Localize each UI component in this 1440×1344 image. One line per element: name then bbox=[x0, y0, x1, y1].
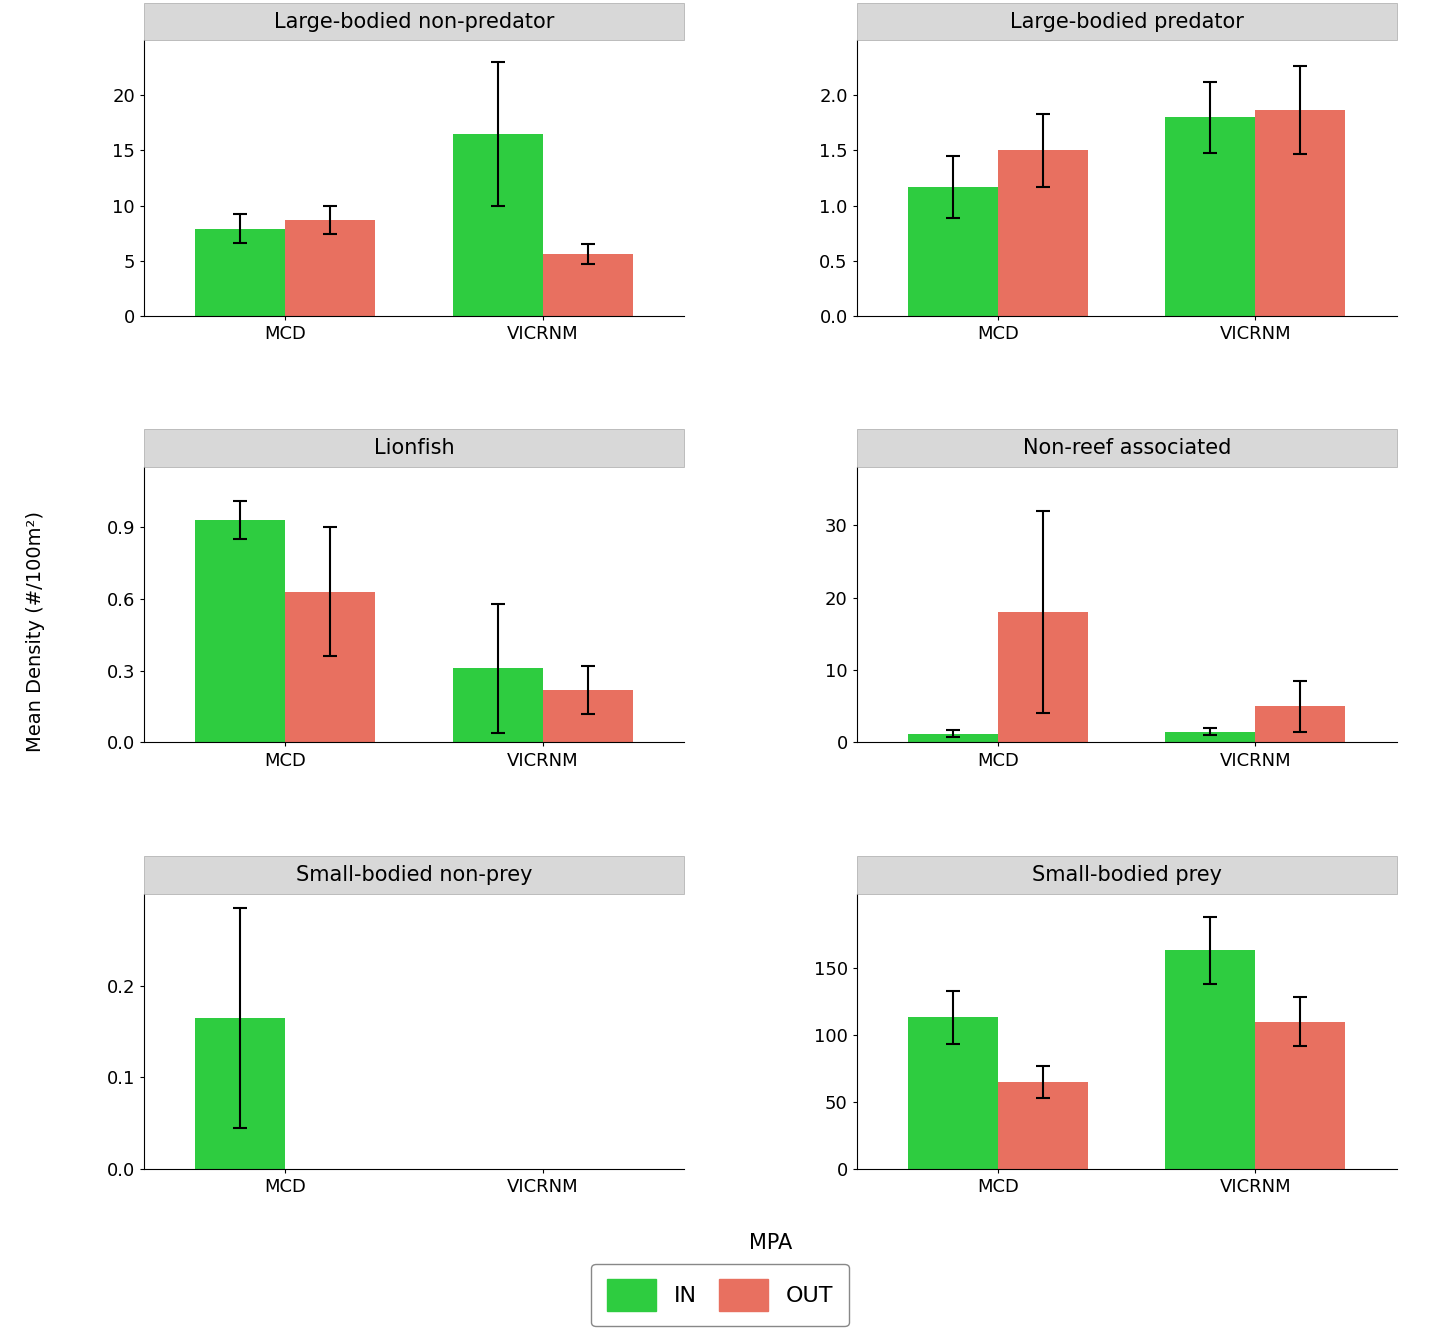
Legend: IN, OUT: IN, OUT bbox=[592, 1263, 848, 1327]
Bar bbox=[998, 612, 1089, 742]
Bar bbox=[543, 254, 632, 316]
Bar bbox=[1256, 1021, 1345, 1169]
Bar bbox=[1165, 950, 1256, 1169]
Bar bbox=[196, 228, 285, 316]
Text: Large-bodied non-predator: Large-bodied non-predator bbox=[274, 12, 554, 31]
Bar bbox=[196, 520, 285, 742]
Bar bbox=[1256, 110, 1345, 316]
Bar bbox=[196, 1017, 285, 1169]
Text: Small-bodied prey: Small-bodied prey bbox=[1032, 866, 1221, 886]
Text: Mean Density (#/100m²): Mean Density (#/100m²) bbox=[26, 511, 46, 753]
Text: Lionfish: Lionfish bbox=[374, 438, 454, 458]
Text: Large-bodied predator: Large-bodied predator bbox=[1009, 12, 1244, 31]
Text: Small-bodied non-prey: Small-bodied non-prey bbox=[295, 866, 533, 886]
Bar bbox=[998, 1082, 1089, 1169]
Bar bbox=[1256, 706, 1345, 742]
Text: Non-reef associated: Non-reef associated bbox=[1022, 438, 1231, 458]
Bar bbox=[909, 734, 998, 742]
Bar bbox=[909, 1017, 998, 1169]
Bar bbox=[543, 689, 632, 742]
Text: MPA: MPA bbox=[749, 1234, 792, 1253]
Bar bbox=[285, 220, 376, 316]
Bar bbox=[452, 668, 543, 742]
Bar bbox=[452, 134, 543, 316]
Bar bbox=[1165, 117, 1256, 316]
Bar bbox=[998, 151, 1089, 316]
Bar bbox=[285, 591, 376, 742]
Bar bbox=[909, 187, 998, 316]
Bar bbox=[1165, 731, 1256, 742]
